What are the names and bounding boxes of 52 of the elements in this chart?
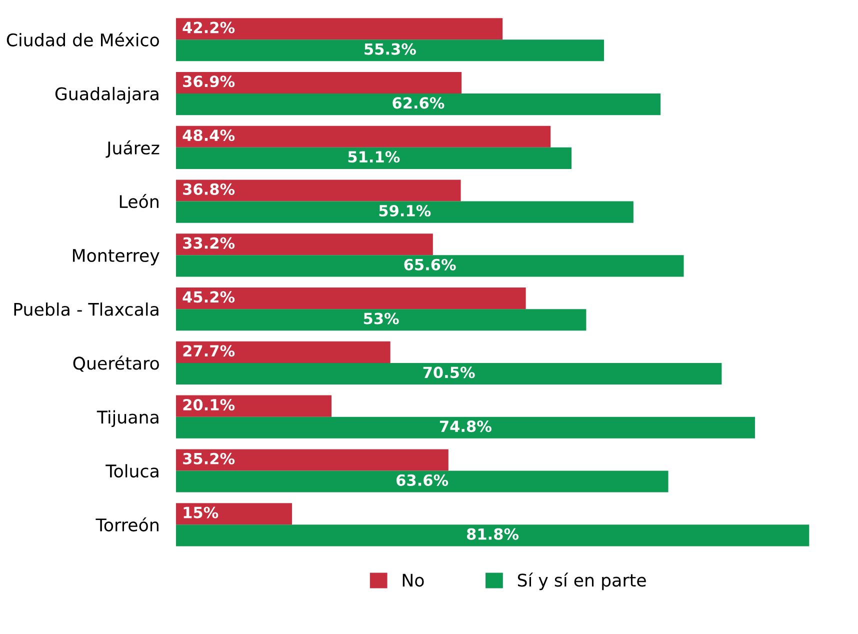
y-tick-label: Toluca <box>106 464 158 478</box>
y-tick-label: Guadalajara <box>55 86 158 104</box>
y-tick-label: Querétaro <box>73 356 159 372</box>
y-tick-label: Tijuana <box>96 410 158 428</box>
y-tick-label: Torreón <box>96 517 158 532</box>
data-label: 70.5% <box>423 366 475 378</box>
bar <box>176 18 503 40</box>
y-tick-label: Puebla - Tlaxcala <box>14 302 158 316</box>
bar <box>176 362 722 385</box>
data-label: 45.2% <box>182 291 235 303</box>
data-label: 59.1% <box>379 204 431 217</box>
bar <box>176 255 684 277</box>
data-label: 20.1% <box>183 398 235 411</box>
bar <box>176 416 755 438</box>
bar <box>176 201 634 223</box>
y-tick-label: Monterrey <box>72 249 160 266</box>
bar <box>176 94 661 116</box>
data-label: 48.4% <box>182 130 235 142</box>
legend-label: No <box>402 574 424 587</box>
data-label: 65.6% <box>404 258 456 270</box>
data-label: 35.2% <box>183 452 235 464</box>
data-label: 63.6% <box>396 474 448 486</box>
bar <box>176 395 332 417</box>
data-label: 42.2% <box>182 22 235 34</box>
y-tick-label: Juárez <box>106 140 160 158</box>
bar <box>176 72 462 94</box>
data-label: 62.6% <box>392 97 444 109</box>
bar <box>176 40 604 62</box>
y-tick-label: Ciudad de México <box>6 32 159 46</box>
bar <box>176 341 390 363</box>
y-tick-label: León <box>120 194 158 208</box>
data-label: 55.3% <box>364 43 416 55</box>
data-label: 33.2% <box>183 237 235 249</box>
bar <box>176 524 810 546</box>
data-label: 36.9% <box>183 76 235 88</box>
data-label: 27.7% <box>183 345 235 357</box>
bar <box>176 147 572 169</box>
data-label: 81.8% <box>466 528 519 540</box>
data-label: 74.8% <box>440 420 492 432</box>
bar <box>176 234 433 256</box>
bar <box>176 309 586 331</box>
bar <box>176 126 551 148</box>
bar <box>176 470 668 492</box>
data-label: 15% <box>184 506 218 518</box>
bar <box>176 449 448 471</box>
data-label: 51.1% <box>348 151 400 163</box>
data-label: 53% <box>364 312 399 324</box>
bar <box>176 503 292 525</box>
data-label: 36.8% <box>183 183 235 195</box>
bar <box>176 180 461 202</box>
bar <box>176 288 526 310</box>
legend-label: Sí y sí en parte <box>518 572 646 590</box>
